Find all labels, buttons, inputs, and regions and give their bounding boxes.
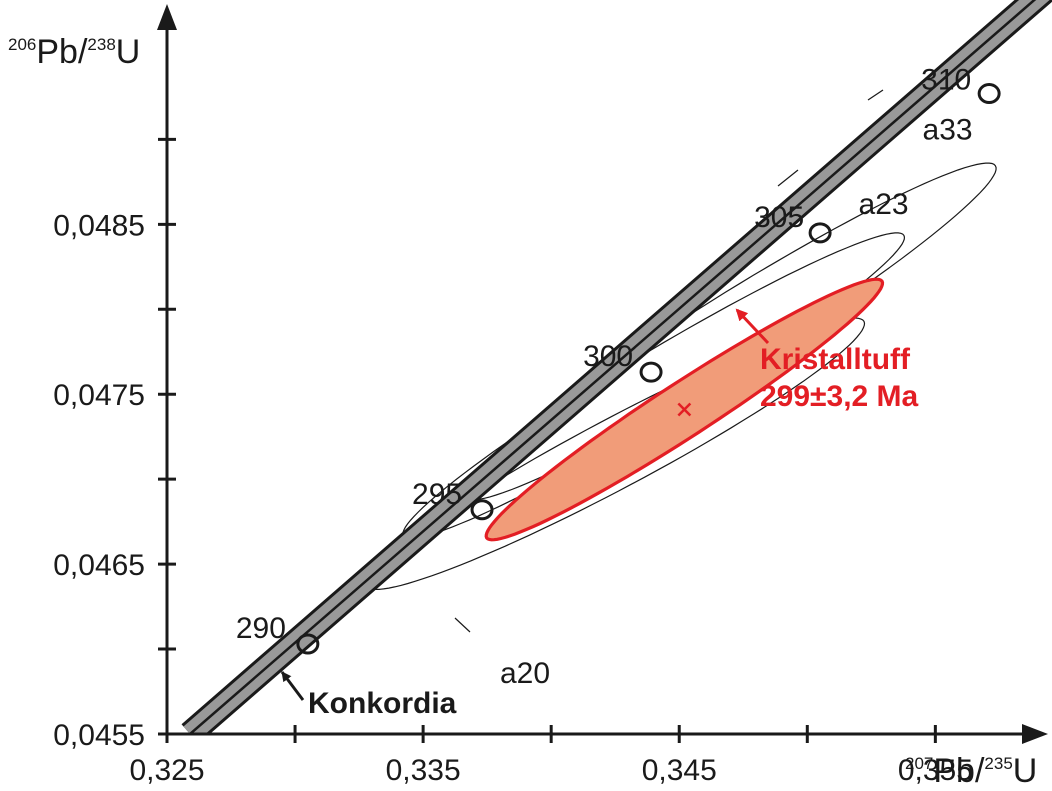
result-ellipse-group bbox=[484, 277, 885, 542]
x-tick-label: 0,335 bbox=[386, 754, 461, 787]
tick-marks: 0,325 0,335 0,345 0,355 0,0455 0,0465 0,0475 0,… bbox=[53, 137, 973, 787]
labels: a20 a23 a33 bbox=[500, 113, 973, 690]
x-tick-label: 0,345 bbox=[642, 754, 717, 787]
age-marker-305 bbox=[808, 222, 832, 244]
x-axis-arrowhead bbox=[1022, 724, 1048, 744]
concordia-band bbox=[181, 0, 1052, 734]
concordia-label: Konkordia bbox=[308, 687, 457, 720]
y-tick-label: 0,0485 bbox=[53, 209, 145, 242]
y-tick-label: 0,0475 bbox=[53, 379, 145, 412]
result-pointer-arrow bbox=[735, 308, 770, 345]
leader-a20 bbox=[454, 617, 471, 633]
age-marker-290 bbox=[296, 633, 320, 655]
result-age-text: 299±3,2 Ma bbox=[760, 380, 919, 413]
x-tick-label: 0,355 bbox=[898, 754, 973, 787]
age-marker-310 bbox=[977, 83, 1001, 105]
result-center-marker-b bbox=[677, 402, 692, 417]
x-tick-label: 0,325 bbox=[129, 754, 204, 787]
axes bbox=[157, 4, 1048, 744]
age-label-300: 300 bbox=[583, 340, 633, 373]
age-label-305: 305 bbox=[754, 201, 804, 234]
age-marker-300 bbox=[639, 361, 663, 383]
y-tick-label: 0,0455 bbox=[53, 719, 145, 752]
concordia-age-points: 290 295 300 305 310 bbox=[236, 64, 1001, 655]
age-label-290: 290 bbox=[236, 612, 286, 645]
ellipse-label-a20: a20 bbox=[500, 657, 550, 690]
ellipse-label-a33: a33 bbox=[923, 113, 973, 146]
age-marker-295 bbox=[470, 499, 494, 521]
age-label-295: 295 bbox=[412, 478, 462, 511]
y-axis-label: 206Pb/238U bbox=[8, 33, 140, 71]
y-tick-label: 0,0465 bbox=[53, 549, 145, 582]
age-label-310: 310 bbox=[921, 64, 971, 97]
error-ellipse-a33 bbox=[464, 162, 997, 501]
leader-a23 bbox=[777, 169, 799, 187]
result-sample-name: Kristalltuff bbox=[760, 343, 911, 376]
concordia-pointer-arrow bbox=[280, 671, 305, 701]
concordia-curve bbox=[189, 0, 1037, 734]
x-axis-label: 207Pb/235U bbox=[905, 752, 1037, 790]
ellipse-label-a23: a23 bbox=[859, 188, 909, 221]
y-axis-arrowhead bbox=[157, 4, 177, 30]
leader-a33 bbox=[867, 89, 884, 101]
